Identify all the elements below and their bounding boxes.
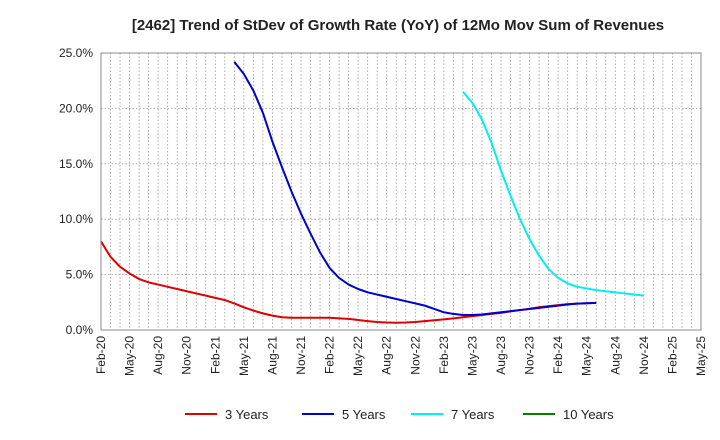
y-tick-label: 15.0% xyxy=(59,157,93,171)
y-tick-label: 10.0% xyxy=(59,212,93,226)
legend-label: 7 Years xyxy=(451,407,495,422)
x-tick-label: May-25 xyxy=(694,336,708,376)
series-line-7-years xyxy=(462,91,644,297)
x-tick-label: Nov-21 xyxy=(294,336,308,375)
legend-label: 3 Years xyxy=(225,407,269,422)
x-tick-label: Aug-21 xyxy=(265,336,279,375)
x-tick-label: Aug-20 xyxy=(151,336,165,375)
x-tick-label: Feb-22 xyxy=(323,336,337,374)
chart-title: [2462] Trend of StDev of Growth Rate (Yo… xyxy=(132,17,664,34)
series-line-5-years xyxy=(233,61,597,317)
x-tick-label: Nov-22 xyxy=(408,336,422,375)
y-tick-label: 20.0% xyxy=(59,101,93,115)
x-tick-label: May-20 xyxy=(123,336,137,376)
x-tick-label: May-23 xyxy=(465,336,479,376)
x-tick-label: Feb-20 xyxy=(94,336,108,374)
y-axis-tick-labels: 0.0% 5.0% 10.0% 15.0% 20.0% 25.0% xyxy=(59,46,93,337)
y-tick-label: 0.0% xyxy=(66,323,94,337)
x-tick-label: Feb-25 xyxy=(665,336,679,374)
x-tick-label: Feb-21 xyxy=(208,336,222,374)
x-tick-label: Feb-24 xyxy=(551,336,565,374)
legend: 3 Years 5 Years 7 Years 10 Years xyxy=(185,407,614,422)
y-tick-label: 5.0% xyxy=(66,268,94,282)
plot-area xyxy=(101,53,701,330)
x-tick-label: May-24 xyxy=(580,336,594,376)
legend-label: 5 Years xyxy=(342,407,386,422)
axes xyxy=(100,52,702,331)
x-tick-label: May-22 xyxy=(351,336,365,376)
plot-frame xyxy=(100,52,702,331)
x-tick-label: Nov-20 xyxy=(180,336,194,375)
x-tick-label: Aug-23 xyxy=(494,336,508,375)
x-tick-label: Nov-23 xyxy=(523,336,537,375)
legend-label: 10 Years xyxy=(563,407,614,422)
x-tick-label: Feb-23 xyxy=(437,336,451,374)
y-tick-label: 25.0% xyxy=(59,46,93,60)
plot-background xyxy=(101,53,701,330)
series-lines xyxy=(100,61,644,324)
x-tick-label: Nov-24 xyxy=(637,336,651,375)
x-axis-tick-labels: Feb-20 May-20 Aug-20 Nov-20 Feb-21 May-21 Aug-… xyxy=(94,336,708,376)
x-tick-label: Aug-24 xyxy=(608,336,622,375)
vertical-gridlines xyxy=(110,53,692,330)
x-tick-label: Aug-22 xyxy=(380,336,394,375)
x-tick-label: May-21 xyxy=(237,336,251,376)
